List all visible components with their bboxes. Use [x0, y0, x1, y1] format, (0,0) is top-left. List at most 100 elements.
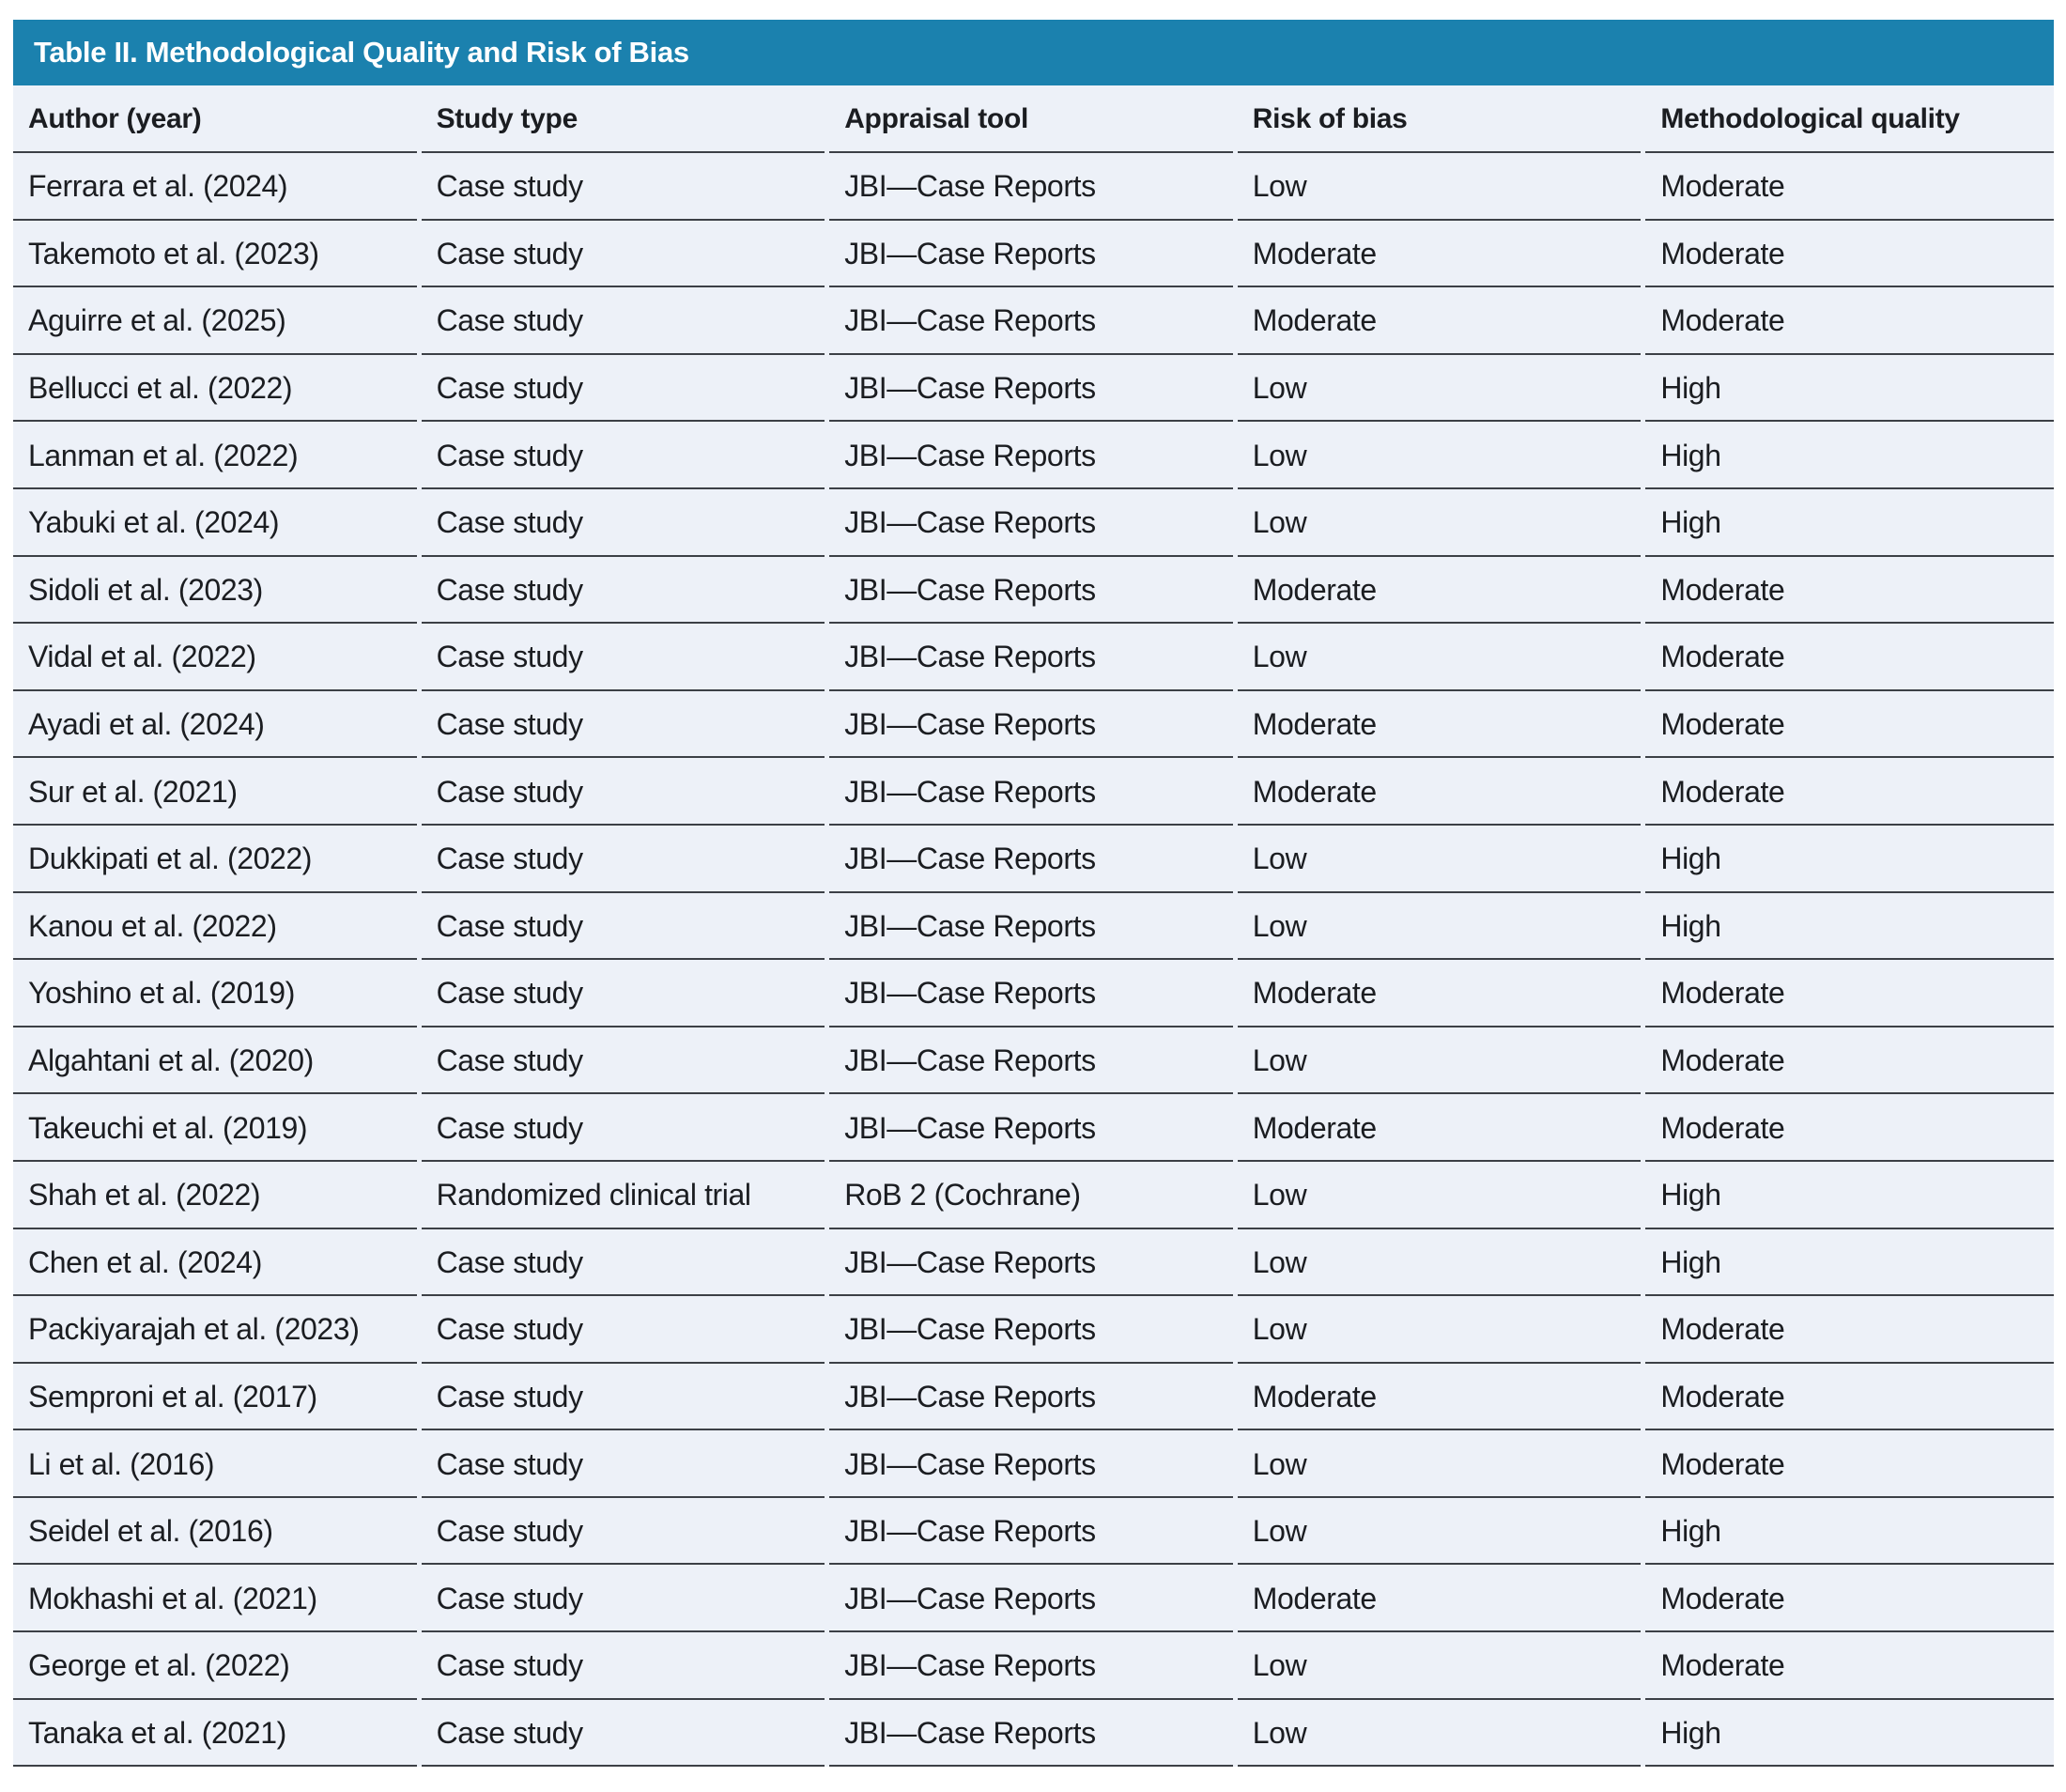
table-title-bar: Table II. Methodological Quality and Ris… — [13, 20, 2054, 85]
cell-methodological-quality: Moderate — [1645, 1027, 2054, 1095]
cell-appraisal-tool: JBI—Case Reports — [829, 1296, 1238, 1364]
table-row: Algahtani et al. (2020) Case study JBI—Cas… — [13, 1027, 2054, 1095]
methodological-quality-table: Author (year) Study type Appraisal tool … — [13, 85, 2054, 1768]
table-body: Ferrara et al. (2024) Case study JBI—Case … — [13, 153, 2054, 1768]
cell-methodological-quality: Moderate — [1645, 690, 2054, 759]
cell-appraisal-tool: JBI—Case Reports — [829, 1094, 1238, 1162]
cell-risk-of-bias: Low — [1237, 422, 1646, 489]
cell-methodological-quality: Moderate — [1645, 960, 2054, 1027]
table-row: Kanou et al. (2022) Case study JBI—Case Re… — [13, 892, 2054, 961]
cell-risk-of-bias: Low — [1237, 354, 1646, 423]
cell-study-type: Case study — [421, 556, 830, 625]
cell-author-year: Seidel et al. (2016) — [13, 1497, 422, 1566]
cell-study-type: Case study — [421, 1565, 830, 1633]
cell-study-type: Case study — [421, 690, 830, 759]
cell-appraisal-tool: JBI—Case Reports — [829, 1228, 1238, 1297]
cell-author-year: Algahtani et al. (2020) — [13, 1027, 422, 1095]
cell-study-type: Case study — [421, 153, 830, 221]
cell-methodological-quality: High — [1645, 1161, 2054, 1229]
cell-methodological-quality: High — [1645, 1497, 2054, 1566]
cell-study-type: Case study — [421, 422, 830, 489]
cell-methodological-quality: High — [1645, 1228, 2054, 1297]
cell-risk-of-bias: Low — [1237, 892, 1646, 961]
table-header: Author (year) Study type Appraisal tool … — [13, 85, 2054, 153]
cell-study-type: Case study — [421, 1632, 830, 1700]
table-row: Sur et al. (2021) Case study JBI—Case Repo… — [13, 758, 2054, 826]
cell-methodological-quality: High — [1645, 1699, 2054, 1768]
cell-methodological-quality: Moderate — [1645, 556, 2054, 625]
cell-appraisal-tool: JBI—Case Reports — [829, 690, 1238, 759]
cell-author-year: Sur et al. (2021) — [13, 758, 422, 826]
cell-risk-of-bias: Moderate — [1237, 960, 1646, 1027]
cell-appraisal-tool: JBI—Case Reports — [829, 825, 1238, 893]
cell-study-type: Case study — [421, 287, 830, 355]
cell-study-type: Randomized clinical trial — [421, 1161, 830, 1229]
cell-author-year: Mokhashi et al. (2021) — [13, 1565, 422, 1633]
cell-appraisal-tool: JBI—Case Reports — [829, 1632, 1238, 1700]
table-row: Vidal et al. (2022) Case study JBI—Case Re… — [13, 624, 2054, 691]
cell-risk-of-bias: Moderate — [1237, 287, 1646, 355]
cell-study-type: Case study — [421, 488, 830, 557]
cell-study-type: Case study — [421, 758, 830, 826]
cell-author-year: Vidal et al. (2022) — [13, 624, 422, 691]
cell-appraisal-tool: JBI—Case Reports — [829, 1699, 1238, 1768]
cell-risk-of-bias: Low — [1237, 624, 1646, 691]
table-row: Yabuki et al. (2024) Case study JBI—Case R… — [13, 488, 2054, 557]
cell-methodological-quality: Moderate — [1645, 758, 2054, 826]
cell-author-year: Sidoli et al. (2023) — [13, 556, 422, 625]
cell-study-type: Case study — [421, 825, 830, 893]
cell-study-type: Case study — [421, 1363, 830, 1431]
cell-risk-of-bias: Low — [1237, 1027, 1646, 1095]
table-row: Tanaka et al. (2021) Case study JBI—Case R… — [13, 1699, 2054, 1768]
cell-risk-of-bias: Moderate — [1237, 1094, 1646, 1162]
cell-methodological-quality: High — [1645, 825, 2054, 893]
column-header-appraisal-tool: Appraisal tool — [829, 85, 1238, 153]
cell-risk-of-bias: Moderate — [1237, 220, 1646, 288]
cell-risk-of-bias: Low — [1237, 1296, 1646, 1364]
cell-appraisal-tool: JBI—Case Reports — [829, 1497, 1238, 1566]
table-row: Seidel et al. (2016) Case study JBI—Case R… — [13, 1497, 2054, 1566]
table-row: Yoshino et al. (2019) Case study JBI—Case … — [13, 960, 2054, 1027]
column-header-author-year: Author (year) — [13, 85, 422, 153]
cell-risk-of-bias: Moderate — [1237, 1565, 1646, 1633]
cell-author-year: Semproni et al. (2017) — [13, 1363, 422, 1431]
cell-author-year: Takeuchi et al. (2019) — [13, 1094, 422, 1162]
cell-appraisal-tool: JBI—Case Reports — [829, 1027, 1238, 1095]
cell-appraisal-tool: JBI—Case Reports — [829, 892, 1238, 961]
table-row: Aguirre et al. (2025) Case study JBI—Case … — [13, 287, 2054, 355]
cell-study-type: Case study — [421, 1094, 830, 1162]
cell-author-year: Shah et al. (2022) — [13, 1161, 422, 1229]
cell-author-year: George et al. (2022) — [13, 1632, 422, 1700]
cell-author-year: Yabuki et al. (2024) — [13, 488, 422, 557]
table-row: Bellucci et al. (2022) Case study JBI—Case… — [13, 354, 2054, 423]
table-row: George et al. (2022) Case study JBI—Case R… — [13, 1632, 2054, 1700]
cell-appraisal-tool: JBI—Case Reports — [829, 422, 1238, 489]
cell-appraisal-tool: JBI—Case Reports — [829, 624, 1238, 691]
cell-methodological-quality: Moderate — [1645, 1094, 2054, 1162]
cell-risk-of-bias: Low — [1237, 1228, 1646, 1297]
cell-risk-of-bias: Low — [1237, 1161, 1646, 1229]
cell-study-type: Case study — [421, 220, 830, 288]
cell-risk-of-bias: Moderate — [1237, 556, 1646, 625]
cell-study-type: Case study — [421, 1228, 830, 1297]
cell-author-year: Packiyarajah et al. (2023) — [13, 1296, 422, 1364]
column-header-study-type: Study type — [421, 85, 830, 153]
cell-risk-of-bias: Low — [1237, 1430, 1646, 1498]
cell-appraisal-tool: JBI—Case Reports — [829, 354, 1238, 423]
cell-risk-of-bias: Low — [1237, 1632, 1646, 1700]
cell-methodological-quality: High — [1645, 354, 2054, 423]
cell-study-type: Case study — [421, 960, 830, 1027]
table-row: Mokhashi et al. (2021) Case study JBI—Case… — [13, 1565, 2054, 1633]
cell-methodological-quality: High — [1645, 892, 2054, 961]
cell-appraisal-tool: JBI—Case Reports — [829, 287, 1238, 355]
cell-author-year: Tanaka et al. (2021) — [13, 1699, 422, 1768]
cell-study-type: Case study — [421, 1027, 830, 1095]
cell-risk-of-bias: Moderate — [1237, 758, 1646, 826]
cell-risk-of-bias: Low — [1237, 153, 1646, 221]
cell-appraisal-tool: JBI—Case Reports — [829, 556, 1238, 625]
cell-author-year: Takemoto et al. (2023) — [13, 220, 422, 288]
table-row: Takeuchi et al. (2019) Case study JBI—Case… — [13, 1094, 2054, 1162]
table-row: Lanman et al. (2022) Case study JBI—Case R… — [13, 422, 2054, 489]
cell-risk-of-bias: Low — [1237, 825, 1646, 893]
